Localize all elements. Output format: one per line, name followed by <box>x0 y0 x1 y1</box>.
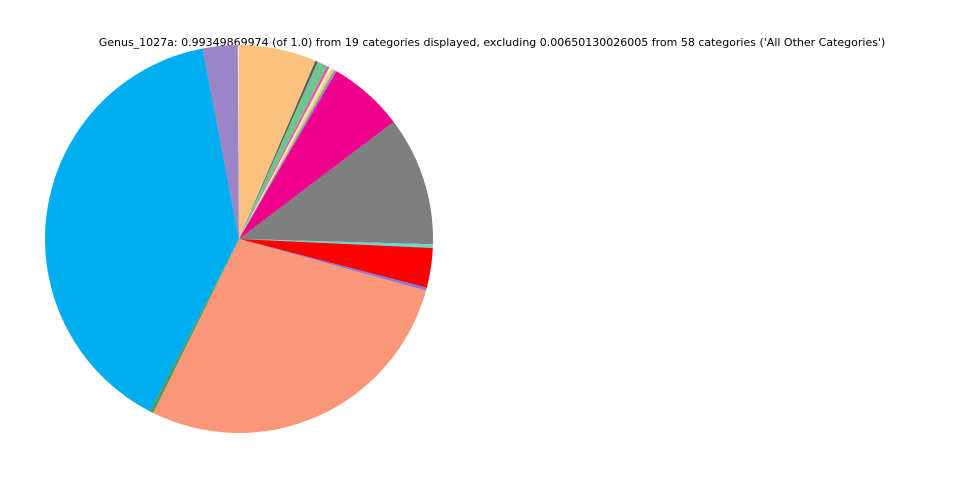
pie-slice-17-sub-pixel-sliver <box>237 44 239 240</box>
pie-slice-6-yellow-sliver <box>239 68 335 240</box>
pie-slice-14-olive-green-sliver <box>149 239 239 413</box>
pie-slice-5-cream-sliver <box>239 67 332 239</box>
pie-slice-13-salmon <box>153 239 426 433</box>
pie-slice-18-sub-pixel-sliver <box>238 44 239 239</box>
pie-slice-1-peach-orange <box>239 44 316 239</box>
pie-slice-4-pink-sliver <box>239 66 330 239</box>
pie-slice-16-lavender-purple <box>202 45 239 239</box>
pie-slice-3-medium-green <box>239 61 328 240</box>
pie-slice-12-violet-sliver <box>239 239 427 291</box>
chart-title: Genus_1027a: 0.99349869974 (of 1.0) from… <box>98 36 886 49</box>
pie-slice-8-magenta <box>239 71 394 239</box>
pie-slice-9-gray <box>239 121 434 245</box>
pie-slice-10-turquoise-sliver <box>239 239 433 248</box>
pie-slice-15-vivid-sky-blue <box>45 48 239 412</box>
pie-slice-11-red <box>239 239 433 288</box>
pie-slice-7-periwinkle-sliver <box>239 69 337 240</box>
pie-slice-2-dark-gray-sliver <box>239 60 318 239</box>
